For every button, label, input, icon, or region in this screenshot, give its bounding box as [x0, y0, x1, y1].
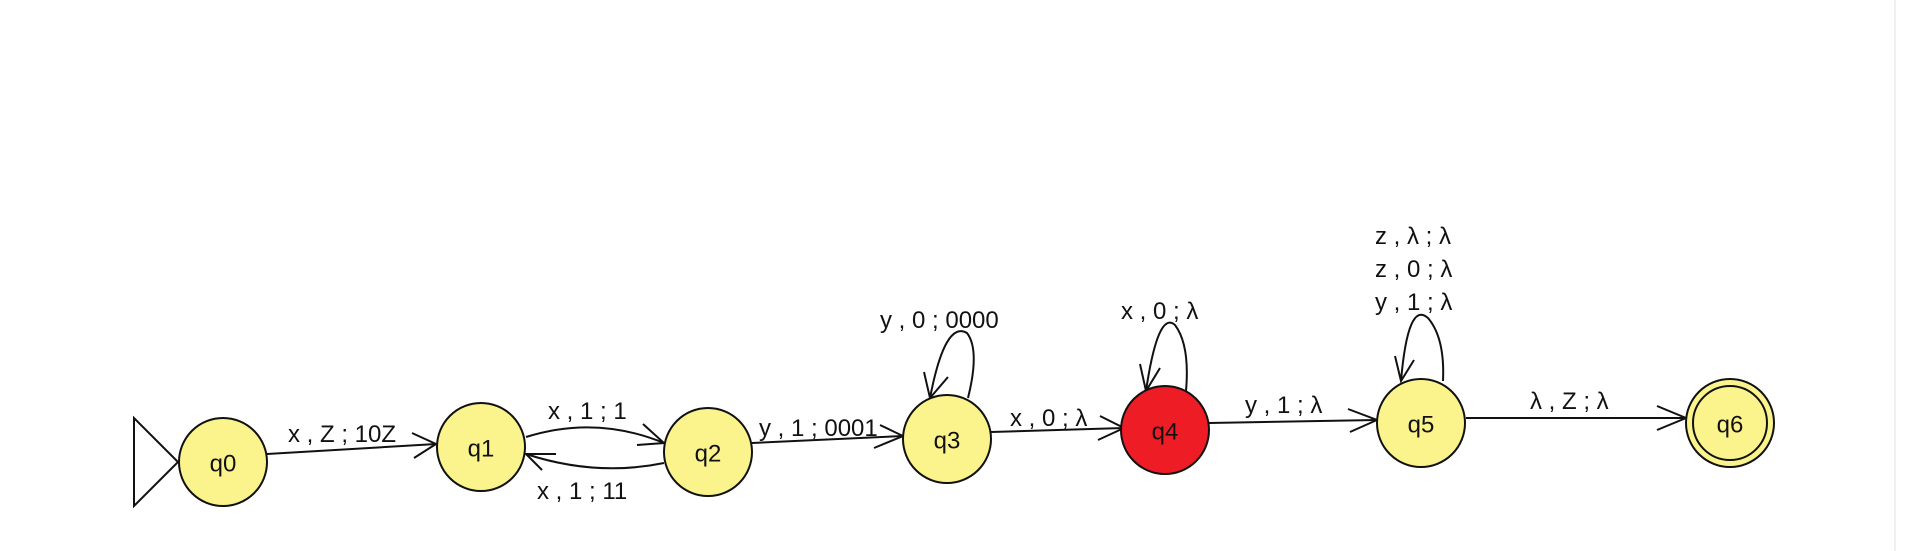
canvas-edge-divider [1894, 0, 1896, 551]
state-label: q4 [1152, 419, 1179, 446]
state-label: q2 [695, 441, 722, 468]
state-label: q0 [210, 451, 237, 478]
state-q6-final[interactable]: q6 [1685, 378, 1775, 468]
transition-label: y , 1 ; 0001 [759, 415, 878, 442]
transition-q3-q4: x , 0 ; λ [990, 405, 1127, 441]
transition-q2-q3: y , 1 ; 0001 [751, 415, 906, 449]
state-q1[interactable]: q1 [436, 402, 526, 492]
transition-label: x , 1 ; 11 [537, 478, 627, 505]
transition-q2-q1: x , 1 ; 11 [523, 453, 665, 505]
state-label: q5 [1408, 412, 1435, 439]
transition-label: z , λ ; λ [1375, 223, 1451, 250]
final-state-ring [1692, 385, 1768, 461]
state-label: q1 [468, 436, 495, 463]
transition-q0-q1: x , Z ; 10Z [266, 421, 439, 459]
transition-q3-loop: y , 0 ; 0000 [880, 307, 999, 401]
transition-label: y , 1 ; λ [1245, 392, 1322, 419]
transition-label: x , 0 ; λ [1121, 298, 1198, 325]
initial-state-marker [133, 415, 180, 509]
state-q4[interactable]: q4 [1120, 385, 1210, 475]
state-label: q3 [934, 428, 961, 455]
transition-label: x , Z ; 10Z [288, 421, 396, 448]
transition-label: x , 0 ; λ [1010, 405, 1087, 432]
state-q5[interactable]: q5 [1376, 378, 1466, 468]
state-q0[interactable]: q0 [178, 417, 268, 507]
transition-label: z , 0 ; λ [1375, 256, 1452, 283]
transition-label: λ , Z ; λ [1530, 388, 1609, 415]
transition-label: x , 1 ; 1 [548, 398, 627, 425]
transition-q4-loop: x , 0 ; λ [1121, 298, 1198, 394]
transition-q1-q2: x , 1 ; 1 [525, 398, 667, 446]
transition-label: y , 0 ; 0000 [880, 307, 999, 334]
state-label: q6 [1717, 412, 1744, 439]
state-q2[interactable]: q2 [663, 407, 753, 497]
transition-q4-q5: y , 1 ; λ [1208, 392, 1380, 433]
transition-label: y , 1 ; λ [1375, 289, 1452, 316]
transition-q5-q6: λ , Z ; λ [1466, 388, 1689, 431]
state-q3[interactable]: q3 [902, 394, 992, 484]
transition-q5-loop: z , λ ; λ z , 0 ; λ y , 1 ; λ [1375, 223, 1452, 384]
